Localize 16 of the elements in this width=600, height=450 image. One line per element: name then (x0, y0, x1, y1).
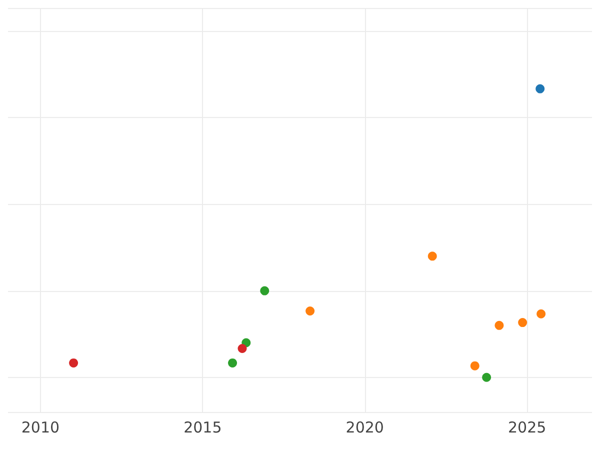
point (306, 306, 315, 316)
point (69, 358, 78, 368)
point (260, 286, 270, 296)
x-tick-label: 2010 (21, 418, 60, 436)
point (470, 361, 480, 370)
x-tick-label: 2020 (346, 418, 384, 436)
point (494, 320, 504, 330)
point (428, 252, 437, 261)
x-tick-label: 2015 (184, 418, 222, 436)
point (518, 318, 528, 328)
point (536, 84, 545, 94)
x-tick-label: 2025 (508, 418, 546, 436)
point (238, 344, 247, 354)
point (228, 358, 238, 368)
point (482, 372, 492, 382)
point (536, 309, 546, 318)
